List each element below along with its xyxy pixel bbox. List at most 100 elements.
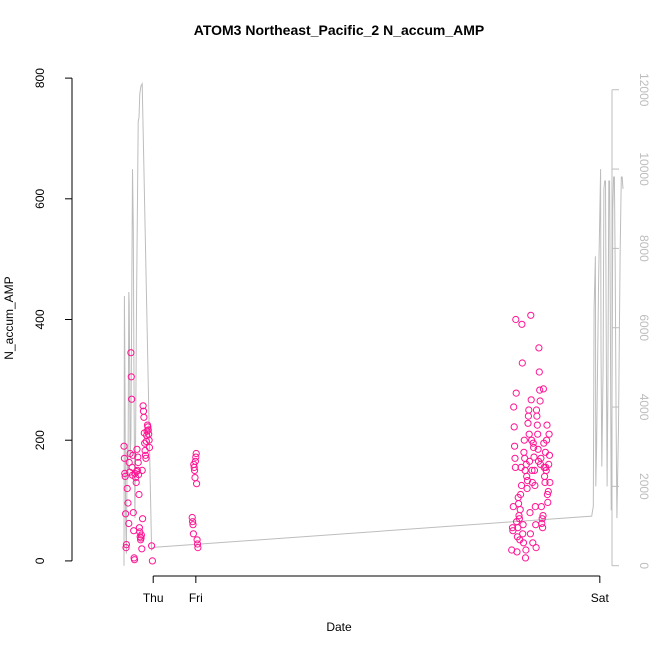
- data-point: [128, 463, 136, 471]
- data-point: [120, 442, 128, 450]
- right-tick-label: 2000: [637, 473, 650, 500]
- data-point: [136, 533, 144, 541]
- data-point: [138, 466, 146, 474]
- data-point: [137, 531, 145, 539]
- data-point: [194, 544, 202, 552]
- data-point: [538, 519, 546, 528]
- data-point: [140, 413, 148, 421]
- data-point: [526, 530, 535, 538]
- data-point: [529, 539, 537, 547]
- data-point: [133, 445, 141, 453]
- data-point: [134, 458, 142, 467]
- data-point: [120, 454, 129, 462]
- data-point: [532, 521, 540, 529]
- data-point: [523, 484, 531, 493]
- data-point: [542, 466, 550, 474]
- data-point: [127, 349, 135, 357]
- data-point: [145, 436, 153, 444]
- data-point: [533, 421, 541, 429]
- data-point: [129, 508, 137, 517]
- data-point: [541, 478, 549, 487]
- data-point: [127, 373, 135, 381]
- data-point: [520, 436, 528, 444]
- right-tick-label: 6000: [637, 314, 650, 341]
- data-point: [518, 320, 526, 328]
- data-point: [144, 423, 152, 431]
- data-point: [521, 554, 530, 562]
- data-point: [139, 515, 147, 523]
- data-point: [523, 477, 532, 485]
- data-point: [129, 451, 137, 459]
- x-tick-label: Fri: [189, 591, 203, 605]
- left-tick-label: 400: [33, 309, 47, 329]
- data-point: [193, 480, 201, 488]
- data-point: [132, 478, 140, 487]
- data-point: [139, 402, 147, 410]
- data-point: [531, 481, 539, 490]
- data-point: [519, 530, 527, 538]
- data-point: [508, 524, 517, 532]
- left-tick-label: 800: [33, 68, 47, 88]
- data-point: [511, 463, 520, 471]
- data-point: [188, 513, 196, 522]
- data-point: [512, 315, 520, 324]
- left-tick-label: 200: [33, 430, 47, 450]
- data-point: [517, 490, 525, 499]
- data-point: [532, 544, 540, 552]
- data-point: [124, 499, 132, 507]
- data-point: [191, 457, 199, 465]
- data-point: [148, 557, 156, 565]
- data-point: [529, 439, 537, 447]
- data-point: [141, 451, 150, 459]
- data-point: [538, 515, 546, 523]
- data-point: [541, 472, 549, 480]
- data-point: [530, 443, 538, 452]
- data-point: [545, 451, 554, 459]
- left-tick-label: 600: [33, 188, 47, 208]
- data-point: [525, 430, 533, 438]
- x-tick-label: Thu: [143, 591, 164, 605]
- x-axis: Thu Fri Sat: [143, 575, 610, 605]
- data-point: [128, 395, 136, 403]
- data-point: [534, 430, 542, 438]
- data-point: [539, 512, 547, 520]
- data-point: [138, 545, 146, 553]
- data-point: [517, 481, 526, 490]
- data-point: [130, 527, 138, 535]
- data-point: [537, 454, 545, 462]
- data-point: [137, 534, 145, 542]
- data-point: [135, 490, 143, 499]
- data-point: [515, 515, 524, 523]
- data-point: [123, 484, 131, 493]
- y-axis-label: N_accum_AMP: [2, 276, 16, 359]
- data-point: [192, 449, 200, 458]
- data-point: [519, 539, 528, 547]
- data-point: [537, 503, 546, 511]
- data-point: [535, 368, 543, 376]
- data-point: [515, 500, 523, 508]
- right-tick-label: 12000: [637, 73, 650, 107]
- data-point: [527, 311, 535, 319]
- x-tick-label: Sat: [591, 591, 610, 605]
- data-point: [528, 466, 536, 474]
- left-tick-label: 0: [33, 557, 47, 564]
- data-point: [539, 524, 547, 532]
- data-point: [148, 542, 156, 550]
- data-point: [122, 510, 130, 518]
- data-point: [193, 540, 202, 548]
- right-y-axis: 0 2000 4000 6000 8000 10000 12000: [611, 73, 650, 569]
- data-point: [144, 426, 152, 434]
- data-point: [526, 508, 534, 517]
- data-point: [191, 466, 199, 474]
- data-point: [539, 385, 548, 393]
- data-point: [142, 454, 150, 462]
- data-point: [543, 421, 551, 429]
- right-tick-label: 10000: [637, 152, 650, 186]
- data-point: [533, 412, 541, 420]
- data-point: [536, 386, 544, 394]
- data-point: [514, 524, 522, 532]
- data-point: [546, 478, 554, 487]
- data-point: [524, 412, 533, 420]
- data-point: [525, 406, 533, 414]
